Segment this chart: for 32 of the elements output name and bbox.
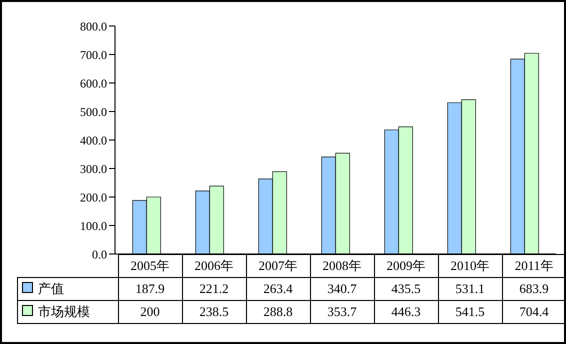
x-tick-label: 2011年 <box>502 254 566 278</box>
y-tick-label: 600.0 <box>80 76 107 90</box>
data-label: 541.5 <box>438 300 502 324</box>
y-tick-label: 100.0 <box>80 218 107 233</box>
data-label: 187.9 <box>118 278 182 300</box>
data-label: 263.4 <box>246 278 310 300</box>
x-tick-label: 2009年 <box>374 254 438 278</box>
x-tick-label: 2007年 <box>246 254 310 278</box>
y-tick-label: 200.0 <box>80 190 107 204</box>
x-tick-label: 2005年 <box>118 254 182 278</box>
data-label: 435.5 <box>374 278 438 300</box>
data-label: 683.9 <box>502 278 566 300</box>
y-tick-label: 700.0 <box>80 48 107 62</box>
x-tick-label: 2010年 <box>438 254 502 278</box>
x-tick-label: 2006年 <box>182 254 246 278</box>
data-label: 288.8 <box>246 300 310 324</box>
data-label: 340.7 <box>310 278 374 300</box>
legend-label: 产值 <box>18 278 118 300</box>
data-label: 221.2 <box>182 278 246 300</box>
data-label: 353.7 <box>310 300 374 324</box>
data-label: 446.3 <box>374 300 438 324</box>
y-tick-label: 500.0 <box>80 104 107 119</box>
y-tick-label: 0.0 <box>92 247 107 262</box>
data-label: 200 <box>118 300 182 324</box>
x-tick-label: 2008年 <box>310 254 374 278</box>
data-label: 704.4 <box>502 300 566 324</box>
data-label: 531.1 <box>438 278 502 300</box>
y-tick-label: 300.0 <box>80 162 107 176</box>
data-label: 238.5 <box>182 300 246 324</box>
legend-label: 市场规模 <box>18 300 118 324</box>
y-tick-label: 400.0 <box>80 133 107 148</box>
y-tick-label: 800.0 <box>80 19 107 34</box>
